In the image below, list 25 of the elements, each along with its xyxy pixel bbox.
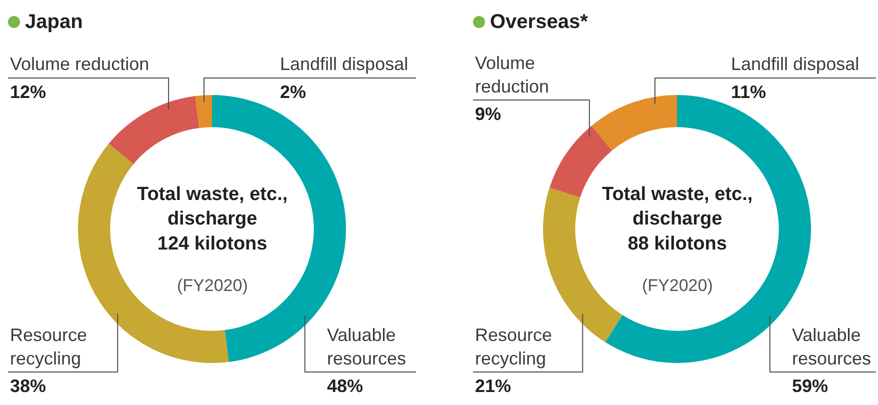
data-label: 59% <box>792 376 828 396</box>
text: Total waste, etc., discharge 88 kilotons <box>602 184 753 254</box>
donut-slice <box>592 95 677 151</box>
data-label: 48% <box>327 376 364 396</box>
text: (FY2020) <box>177 276 248 295</box>
slice-label: Valuable resources <box>327 325 406 368</box>
chart-title: Japan <box>25 11 83 33</box>
data-label: 9% <box>475 104 502 124</box>
data-label: 38% <box>10 376 46 396</box>
slice-label: Resource recycling <box>10 325 88 368</box>
donut-slice <box>195 95 212 128</box>
slice-label: Volume reduction <box>10 54 150 74</box>
data-label: 2% <box>280 82 306 102</box>
slice-label: Volume reduction <box>475 53 550 96</box>
slice-label: Valuable resources <box>792 325 872 368</box>
data-label: 21% <box>475 376 512 396</box>
chart-title: Overseas* <box>490 11 588 33</box>
text: Total waste, etc., discharge 124 kilotons <box>137 184 288 254</box>
data-label: 11% <box>731 82 766 102</box>
data-label: 12% <box>10 82 46 102</box>
slice-label: Landfill disposal <box>731 54 860 74</box>
text: (FY2020) <box>642 276 713 295</box>
donut-slice <box>108 96 200 164</box>
slice-label: Landfill disposal <box>280 54 408 74</box>
slice-label: Resource recycling <box>475 325 552 368</box>
